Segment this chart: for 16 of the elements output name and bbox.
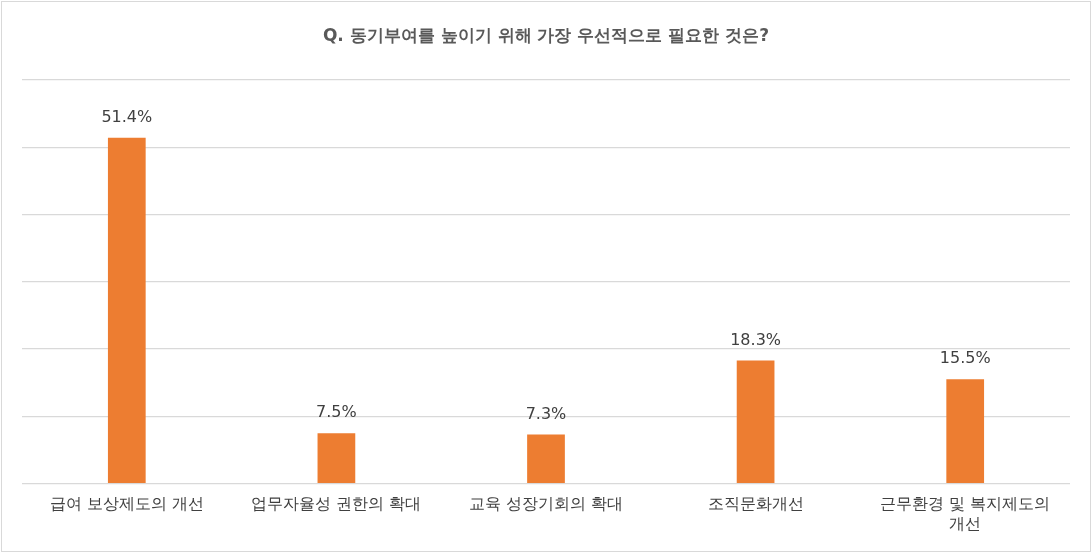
bar [736, 360, 775, 483]
data-label: 18.3% [730, 329, 782, 349]
data-label: 51.4% [101, 107, 153, 127]
bar [317, 433, 356, 483]
x-tick-label: 업무자율성 권한의 확대 [251, 494, 422, 514]
data-label: 7.5% [316, 402, 357, 422]
bar [107, 137, 146, 483]
x-tick-label: 근무환경 및 복지제도의 개선 [880, 494, 1051, 533]
bar [527, 434, 565, 483]
data-label: 7.3% [525, 403, 567, 423]
data-label: 15.5% [939, 348, 991, 368]
x-tick-label: 조직문화개선 [707, 494, 804, 514]
x-tick-label: 급여 보상제도의 개선 [49, 494, 204, 514]
x-tick-label: 교육 성장기회의 확대 [468, 494, 624, 514]
chart-title: Q. 동기부여를 높이기 위해 가장 우선적으로 필요한 것은? [321, 24, 771, 47]
bar [946, 379, 985, 483]
